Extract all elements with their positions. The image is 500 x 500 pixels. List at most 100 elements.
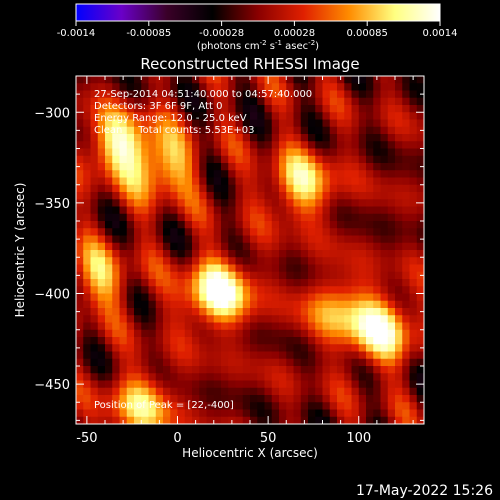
heatmap-cell (119, 177, 128, 186)
heatmap-cell (141, 337, 149, 345)
heatmap-cell (206, 402, 215, 410)
heatmap-cell (141, 308, 149, 316)
heatmap-cell (184, 221, 193, 229)
heatmap-cell (293, 163, 302, 171)
heatmap-cell (76, 409, 84, 418)
heatmap-cell (206, 329, 215, 338)
heatmap-cell (228, 286, 236, 294)
heatmap-cell (279, 250, 287, 258)
heatmap-cell (163, 155, 171, 164)
heatmap-cell (112, 213, 120, 222)
heatmap-cell (322, 155, 331, 164)
heatmap-cell (402, 264, 410, 273)
heatmap-cell (163, 300, 171, 309)
heatmap-cell (112, 395, 120, 403)
heatmap-cell (329, 83, 338, 91)
heatmap-cell (315, 134, 323, 142)
heatmap-cell (366, 395, 374, 403)
heatmap-cell (409, 155, 418, 164)
heatmap-cell (315, 213, 323, 222)
heatmap-cell (395, 119, 403, 128)
heatmap-cell (380, 97, 389, 106)
heatmap-cell (155, 206, 164, 215)
heatmap-cell (416, 257, 424, 265)
heatmap-cell (76, 228, 84, 236)
heatmap-cell (395, 105, 403, 113)
heatmap-cell (409, 264, 418, 273)
heatmap-cell (344, 409, 352, 418)
heatmap-cell (90, 293, 99, 302)
heatmap-cell (387, 315, 396, 323)
heatmap-cell (293, 351, 302, 360)
heatmap-cell (366, 76, 374, 84)
heatmap-cell (213, 286, 222, 294)
heatmap-cell (141, 228, 149, 236)
heatmap-cell (271, 264, 280, 273)
heatmap-cell (97, 97, 106, 106)
heatmap-cell (315, 206, 323, 215)
heatmap-cell (83, 337, 91, 345)
heatmap-cell (402, 148, 410, 157)
heatmap-cell (344, 177, 352, 186)
heatmap-cell (184, 155, 193, 164)
heatmap-cell (264, 250, 273, 258)
heatmap-cell (177, 315, 186, 323)
heatmap-cell (337, 242, 345, 251)
heatmap-cell (337, 163, 345, 171)
heatmap-cell (257, 286, 265, 294)
heatmap-cell (126, 322, 135, 331)
heatmap-cell (148, 351, 157, 360)
heatmap-cell (337, 409, 345, 418)
heatmap-cell (308, 358, 316, 367)
heatmap-cell (141, 315, 149, 323)
heatmap-cell (199, 279, 207, 287)
heatmap-cell (402, 366, 410, 374)
heatmap-cell (286, 170, 294, 178)
heatmap-cell (250, 402, 258, 410)
heatmap-cell (228, 358, 236, 367)
heatmap-cell (235, 416, 244, 424)
heatmap-cell (344, 387, 352, 396)
heatmap-cell (250, 170, 258, 178)
heatmap-cell (206, 351, 215, 360)
heatmap-cell (308, 308, 316, 316)
heatmap-cell (279, 134, 287, 142)
heatmap-cell (264, 134, 273, 142)
heatmap-cell (97, 264, 106, 273)
heatmap-cell (155, 402, 164, 410)
heatmap-cell (155, 271, 164, 280)
heatmap-cell (177, 286, 186, 294)
heatmap-cell (213, 300, 222, 309)
heatmap-cell (192, 344, 200, 352)
heatmap-cell (250, 322, 258, 331)
heatmap-cell (329, 250, 338, 258)
heatmap-cell (395, 257, 403, 265)
heatmap-cell (90, 279, 99, 287)
heatmap-cell (293, 264, 302, 273)
heatmap-cell (257, 337, 265, 345)
heatmap-cell (279, 409, 287, 418)
heatmap-cell (163, 192, 171, 200)
heatmap-cell (402, 387, 410, 396)
heatmap-cell (192, 373, 200, 381)
heatmap-cell (409, 409, 418, 418)
heatmap-cell (322, 76, 331, 84)
heatmap-cell (148, 271, 157, 280)
heatmap-cell (293, 337, 302, 345)
heatmap-cell (409, 358, 418, 367)
heatmap-cell (177, 221, 186, 229)
heatmap-cell (206, 235, 215, 244)
heatmap-cell (395, 192, 403, 200)
heatmap-cell (228, 235, 236, 244)
heatmap-cell (416, 155, 424, 164)
heatmap-cell (329, 242, 338, 251)
heatmap-cell (416, 322, 424, 331)
heatmap-cell (308, 329, 316, 338)
heatmap-cell (293, 235, 302, 244)
heatmap-cell (184, 395, 193, 403)
heatmap-cell (322, 163, 331, 171)
heatmap-cell (409, 329, 418, 338)
heatmap-cell (315, 184, 323, 193)
heatmap-cell (119, 242, 128, 251)
heatmap-cell (271, 286, 280, 294)
